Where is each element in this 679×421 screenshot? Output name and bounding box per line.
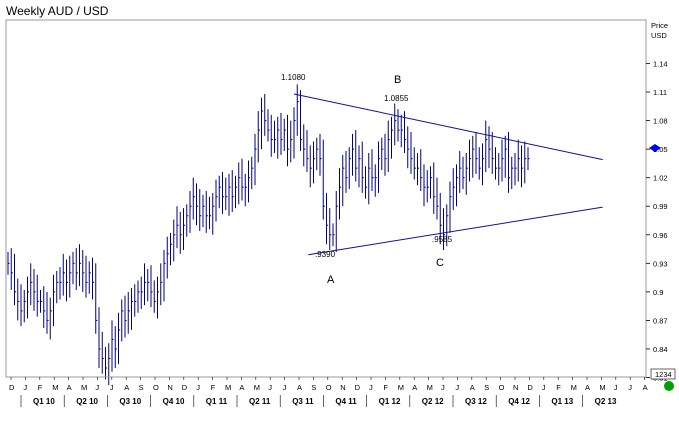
month-label: N — [167, 383, 172, 392]
month-label: J — [23, 383, 27, 392]
month-label: J — [268, 383, 272, 392]
quarter-label: Q2 10 — [76, 397, 98, 406]
annotation-high-1080: 1.1080 — [281, 73, 306, 82]
trendlines — [293, 93, 603, 256]
status-dot-icon — [664, 381, 674, 391]
annotation-high-0855: 1.0855 — [384, 94, 409, 103]
quarter-label: Q3 11 — [292, 397, 314, 406]
y-tick-label: 0.93 — [653, 259, 668, 268]
month-label: J — [628, 383, 632, 392]
month-label: D — [9, 383, 15, 392]
annotation-low-9390: .9390 — [315, 250, 336, 259]
month-label: O — [153, 383, 159, 392]
trendline-lower — [308, 206, 603, 256]
y-tick-label: 0.87 — [653, 316, 668, 325]
month-label: S — [139, 383, 144, 392]
quarter-label: Q1 13 — [551, 397, 573, 406]
month-label: J — [542, 383, 546, 392]
y-tick-label: 1.02 — [653, 174, 668, 183]
bar-count-box — [650, 368, 676, 380]
quarter-label: Q3 10 — [119, 397, 141, 406]
y-tick-label: 1.11 — [653, 88, 667, 97]
month-label: A — [67, 383, 72, 392]
month-label: A — [643, 383, 648, 392]
quarter-label: Q4 10 — [163, 397, 185, 406]
price-bars — [7, 84, 530, 386]
month-label: J — [196, 383, 200, 392]
month-label: J — [614, 383, 618, 392]
month-label: F — [38, 383, 43, 392]
quarter-label: Q4 11 — [335, 397, 357, 406]
wave-label-a: A — [327, 274, 335, 286]
month-label: A — [585, 383, 590, 392]
quarter-label: Q1 11 — [206, 397, 228, 406]
month-label: S — [311, 383, 316, 392]
quarter-label: Q1 12 — [379, 397, 401, 406]
month-label: J — [369, 383, 373, 392]
month-label: D — [355, 383, 361, 392]
month-label: M — [254, 383, 260, 392]
y-tick-label: 1.08 — [653, 117, 668, 126]
month-label: A — [297, 383, 302, 392]
month-label: D — [527, 383, 533, 392]
month-label: M — [398, 383, 404, 392]
month-label: A — [470, 383, 475, 392]
bar-count-label: 1234 — [655, 370, 672, 379]
month-label: A — [412, 383, 417, 392]
month-label: M — [81, 383, 87, 392]
month-label: N — [340, 383, 345, 392]
y-tick-label: 1.05 — [653, 145, 668, 154]
month-label: A — [239, 383, 244, 392]
y-axis-label-price: Price — [651, 21, 668, 30]
y-tick-label: 0.84 — [653, 345, 668, 354]
month-label: M — [571, 383, 577, 392]
month-label: D — [182, 383, 188, 392]
month-label: J — [95, 383, 99, 392]
y-tick-label: 0.99 — [653, 202, 668, 211]
month-label: J — [455, 383, 459, 392]
last-price-marker-icon — [649, 144, 661, 152]
wave-label-b: B — [394, 74, 401, 86]
month-label: M — [599, 383, 605, 392]
month-label: N — [513, 383, 518, 392]
quarter-label: Q2 13 — [595, 397, 617, 406]
chart-title: Weekly AUD / USD — [6, 4, 109, 18]
quarter-label: Q2 12 — [422, 397, 444, 406]
month-label: O — [326, 383, 332, 392]
month-label: S — [484, 383, 489, 392]
quarter-label: Q1 10 — [33, 397, 55, 406]
y-axis-label-usd: USD — [651, 31, 667, 40]
month-label: F — [556, 383, 561, 392]
y-tick-label: 0.96 — [653, 231, 668, 240]
y-tick-label: 0.9 — [653, 288, 663, 297]
quarter-label: Q2 11 — [249, 397, 271, 406]
month-label: J — [441, 383, 445, 392]
y-tick-label: 1.14 — [653, 60, 668, 69]
quarter-label: Q3 12 — [465, 397, 487, 406]
month-label: M — [427, 383, 433, 392]
month-label: F — [211, 383, 216, 392]
quarter-labels: Q1 10 Q2 10 Q3 10 Q4 10 Q1 11 Q2 11 Q3 11 Q4 11… — [20, 395, 617, 407]
trendline-upper — [293, 93, 603, 161]
month-label: M — [52, 383, 58, 392]
wave-label-c: C — [436, 257, 444, 269]
month-label: A — [124, 383, 129, 392]
month-label: O — [499, 383, 505, 392]
month-label: J — [110, 383, 114, 392]
month-label: F — [383, 383, 388, 392]
annotation-low-9585: .9585 — [432, 235, 453, 244]
month-label: M — [225, 383, 231, 392]
month-label: J — [283, 383, 287, 392]
quarter-label: Q4 12 — [508, 397, 530, 406]
